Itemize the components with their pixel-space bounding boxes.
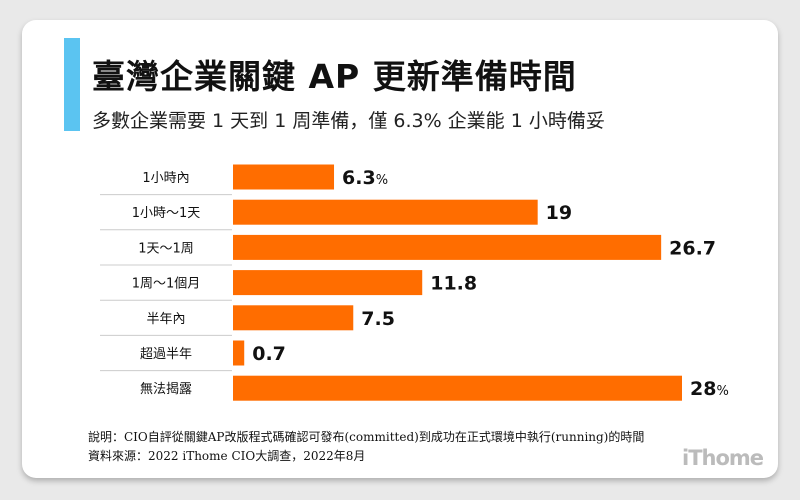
category-label: 半年內: [146, 312, 185, 327]
bar: [233, 270, 423, 296]
chart-subtitle: 多數企業需要 1 天到 1 周準備，僅 6.3% 企業能 1 小時備妥: [92, 110, 605, 132]
category-label: 1小時～1天: [132, 206, 201, 221]
value-label: 19: [546, 202, 572, 224]
value-label: 28%: [690, 378, 729, 400]
value-label: 7.5: [361, 308, 395, 330]
category-label: 超過半年: [140, 347, 192, 362]
value-label: 6.3%: [342, 167, 388, 189]
source-note: 資料來源：2022 iThome CIO大調查，2022年8月: [88, 449, 366, 463]
ithome-logo: iThome: [682, 446, 764, 470]
value-label: 11.8: [430, 273, 477, 295]
bar: [233, 375, 682, 401]
category-label: 1小時內: [142, 171, 189, 186]
value-label: 0.7: [252, 343, 286, 365]
chart-title: 臺灣企業關鍵 AP 更新準備時間: [92, 57, 577, 96]
category-label: 無法揭露: [140, 382, 192, 397]
title-accent-bar: [64, 38, 80, 131]
bar: [233, 340, 245, 366]
footnote: 說明：CIO自評從關鍵AP改版程式碼確認可發布(committed)到成功在正式…: [88, 430, 645, 444]
bar: [233, 305, 354, 331]
category-label: 1周～1個月: [132, 277, 201, 292]
category-label: 1天～1周: [138, 241, 194, 256]
value-label: 26.7: [669, 237, 716, 259]
bar: [233, 234, 662, 260]
bar: [233, 199, 538, 225]
bar: [233, 164, 335, 190]
